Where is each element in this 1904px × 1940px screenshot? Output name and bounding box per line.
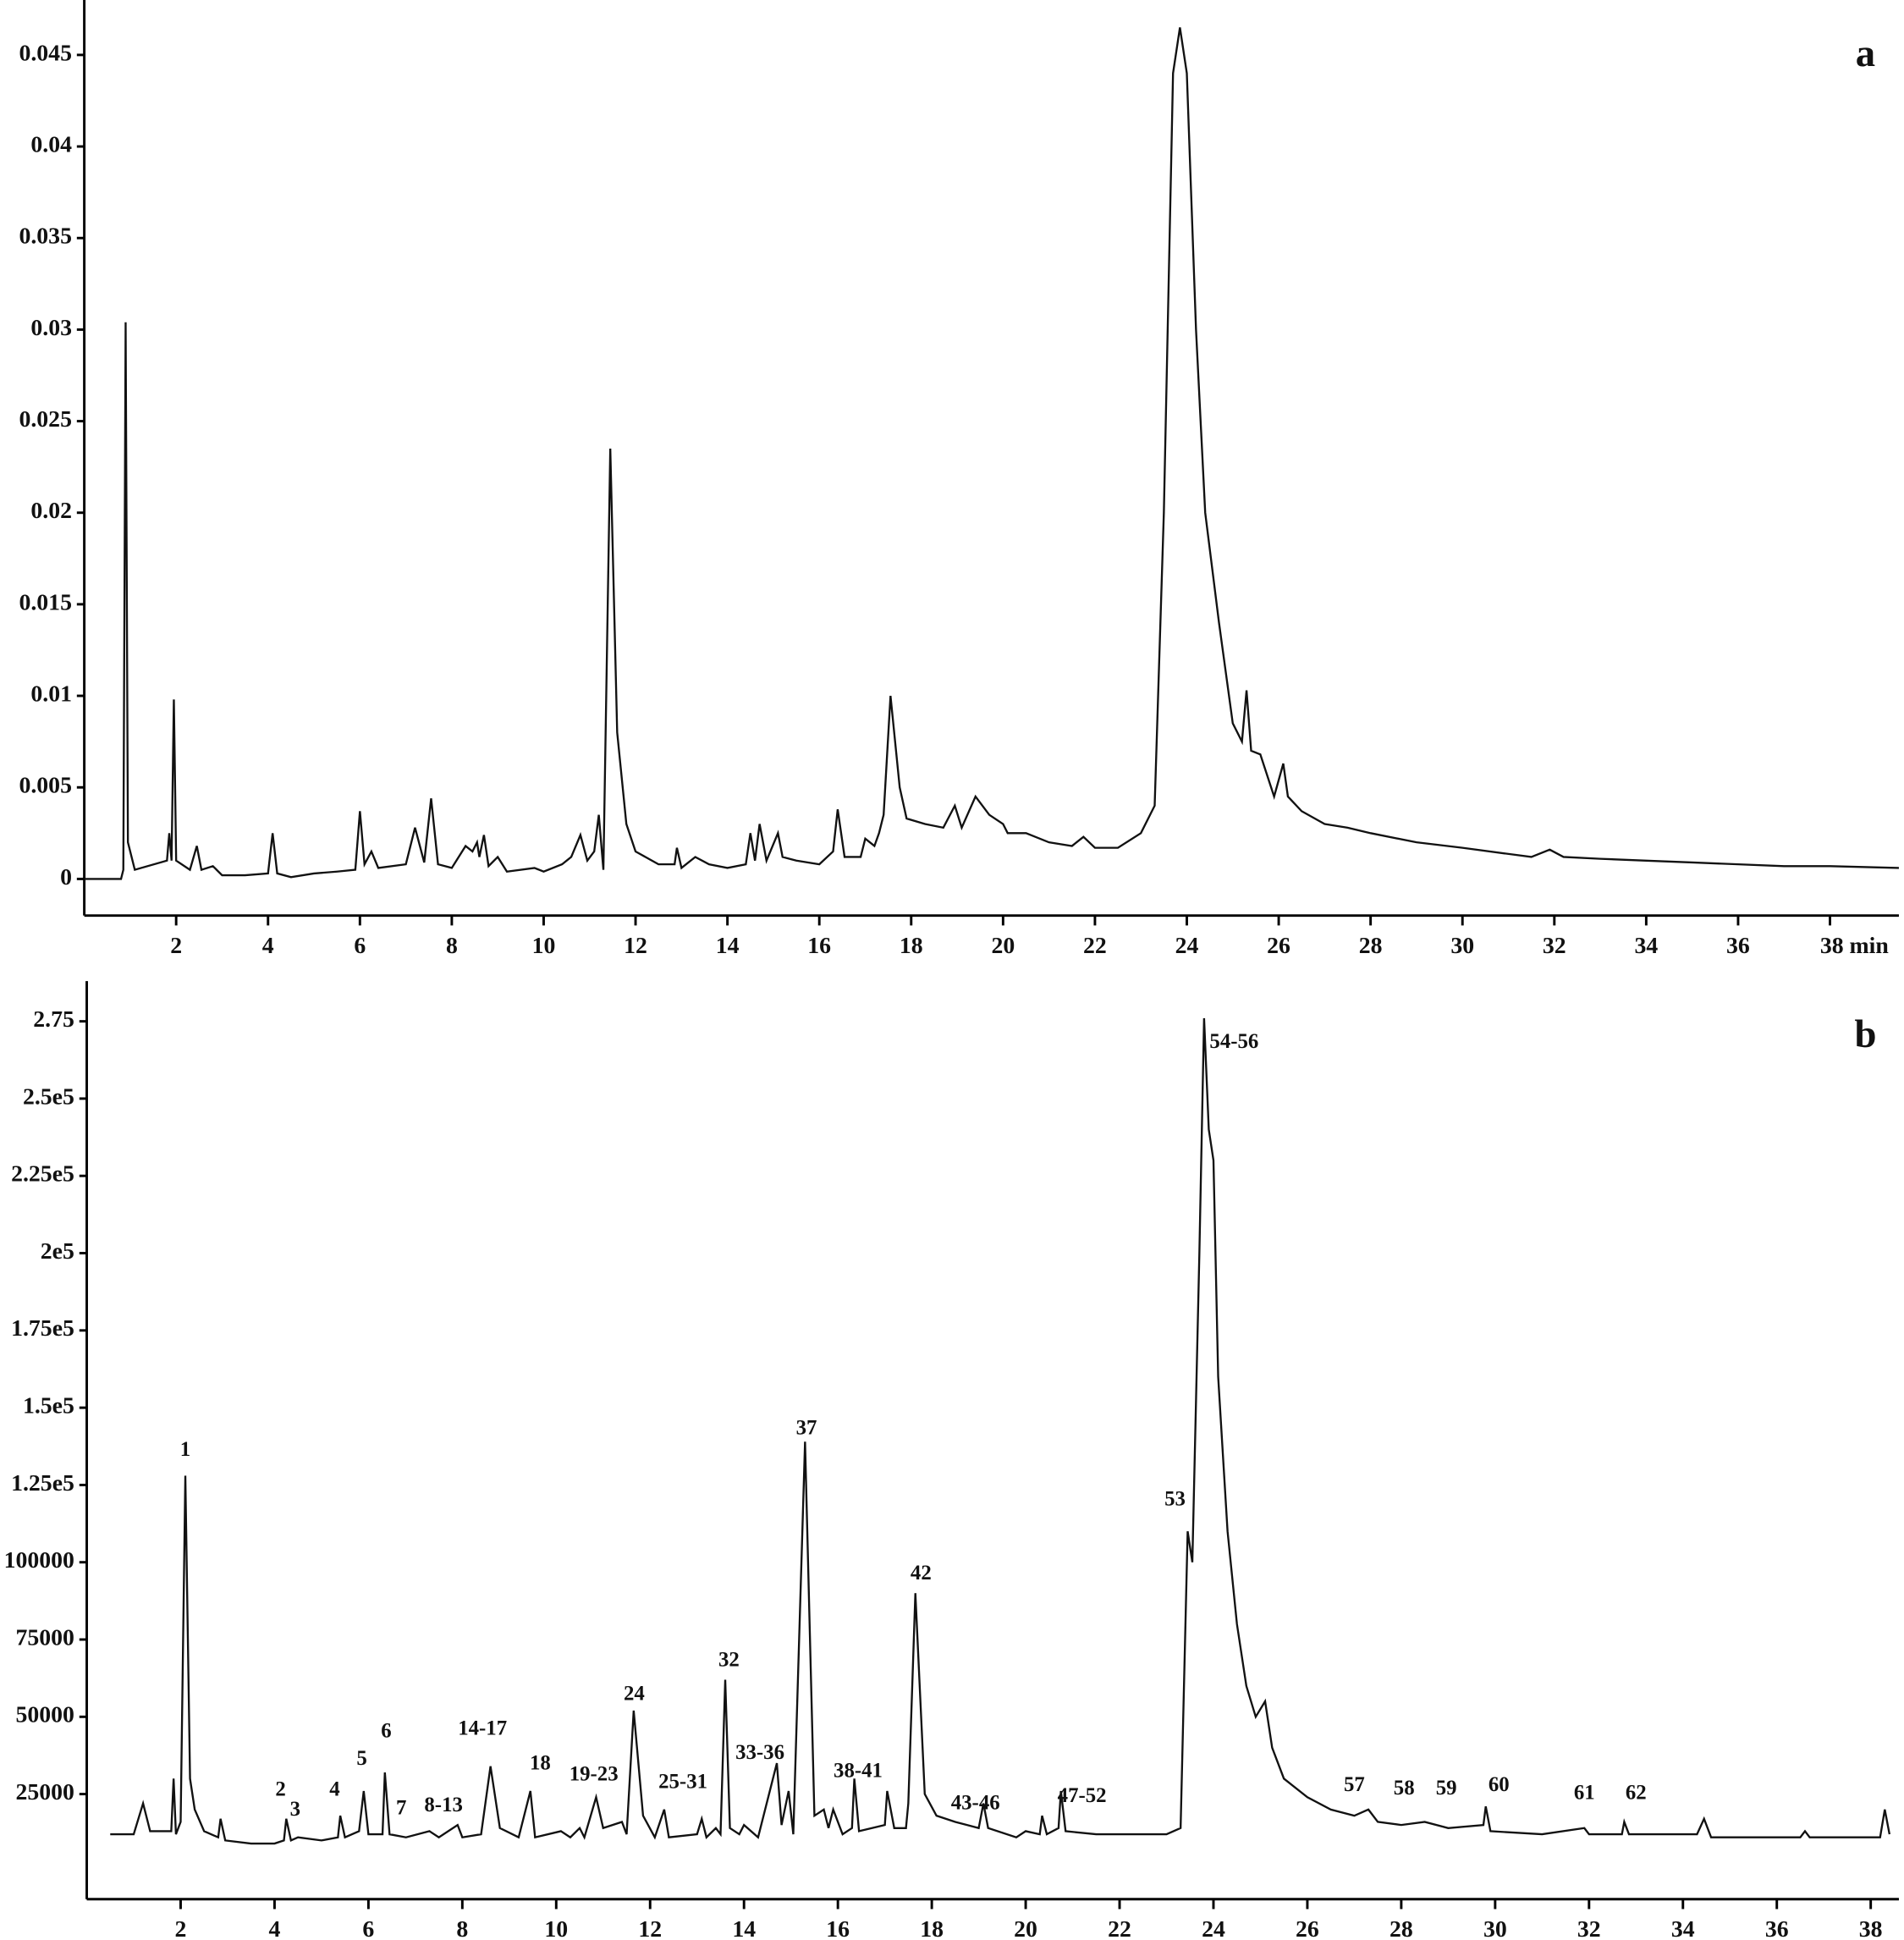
peak-label: 14-17 (458, 1717, 507, 1740)
x-tick-label: 18 (920, 1916, 944, 1940)
peak-label: 37 (796, 1416, 817, 1439)
y-tick-label: 0.015 (19, 589, 71, 615)
y-tick-label: 1.5e5 (23, 1392, 74, 1419)
y-tick-label: 25000 (15, 1779, 74, 1805)
x-tick-label: 4 (262, 933, 274, 959)
peak-label: 3 (290, 1798, 300, 1821)
x-tick-label: 26 (1296, 1916, 1319, 1940)
y-tick-label: 0.005 (19, 773, 71, 799)
y-tick-label: 2.75 (33, 1006, 74, 1033)
x-tick-label: 8 (446, 933, 458, 959)
x-tick-label: 32 (1577, 1916, 1601, 1940)
x-tick-label: 28 (1389, 1916, 1413, 1940)
y-tick-label: 2.5e5 (23, 1083, 74, 1110)
peak-label: 19-23 (570, 1762, 619, 1785)
trace (110, 1017, 1891, 1845)
x-tick-label: 6 (354, 933, 366, 959)
y-tick-label: 0 (60, 864, 72, 890)
x-tick-label: 8 (456, 1916, 468, 1940)
peak-label: 62 (1626, 1781, 1647, 1804)
x-tick-label: 38 min (1820, 933, 1890, 959)
y-tick-label: 100000 (4, 1547, 74, 1573)
peak-label: 6 (381, 1719, 391, 1742)
x-tick-label: 16 (826, 1916, 850, 1940)
x-tick-label: 10 (532, 933, 556, 959)
peak-label: 57 (1344, 1773, 1365, 1796)
y-tick-label: 0.01 (30, 681, 72, 707)
x-tick-label: 34 (1634, 933, 1658, 959)
peak-label: 5 (356, 1747, 366, 1770)
x-tick-label: 30 (1483, 1916, 1507, 1940)
y-tick-label: 1.75e5 (11, 1315, 74, 1342)
x-tick-label: 36 (1765, 1916, 1789, 1940)
y-tick-label: 0.025 (19, 406, 71, 433)
x-tick-label: 36 (1726, 933, 1750, 959)
x-tick-label: 38 (1859, 1916, 1883, 1940)
peak-label: 1 (180, 1438, 190, 1461)
x-tick-label: 20 (1014, 1916, 1037, 1940)
peak-label: 4 (329, 1778, 339, 1801)
x-tick-label: 16 (807, 933, 831, 959)
x-tick-label: 24 (1202, 1916, 1225, 1940)
y-tick-label: 2.25e5 (11, 1161, 74, 1188)
x-tick-label: 12 (624, 933, 647, 959)
trace (84, 27, 1899, 880)
peak-label: 59 (1436, 1777, 1457, 1799)
y-tick-label: 50000 (15, 1702, 74, 1728)
x-tick-label: 34 (1671, 1916, 1695, 1940)
peak-label: 2 (275, 1778, 285, 1801)
x-tick-label: 2 (170, 933, 182, 959)
x-tick-label: 22 (1083, 933, 1107, 959)
peak-label: 53 (1164, 1487, 1186, 1510)
x-tick-label: 4 (268, 1916, 280, 1940)
y-tick-label: 1.25e5 (11, 1470, 74, 1496)
peak-label: 38-41 (834, 1760, 883, 1783)
x-tick-label: 2 (175, 1916, 187, 1940)
x-tick-label: 14 (732, 1916, 756, 1940)
y-tick-label: 75000 (15, 1624, 74, 1651)
peak-label: 8-13 (424, 1794, 463, 1816)
x-tick-label: 10 (544, 1916, 568, 1940)
peak-label: 18 (530, 1752, 551, 1775)
peak-label: 25-31 (658, 1771, 707, 1794)
x-tick-label: 24 (1175, 933, 1199, 959)
x-tick-label: 28 (1359, 933, 1383, 959)
peak-label: 42 (911, 1562, 932, 1585)
peak-label: 32 (718, 1648, 740, 1671)
x-tick-label: 18 (900, 933, 923, 959)
peak-label: 47-52 (1058, 1784, 1107, 1807)
peak-label: 60 (1489, 1773, 1510, 1796)
x-tick-label: 14 (716, 933, 740, 959)
y-tick-label: 2e5 (41, 1238, 74, 1265)
x-tick-label: 12 (638, 1916, 662, 1940)
x-tick-label: 20 (991, 933, 1015, 959)
y-tick-label: 0.035 (19, 223, 71, 250)
panel-letter: a (1856, 31, 1875, 75)
y-tick-label: 0.04 (30, 131, 72, 157)
x-tick-label: 26 (1267, 933, 1290, 959)
peak-label: 7 (396, 1797, 406, 1820)
y-tick-label: 0.03 (30, 315, 72, 341)
y-tick-label: 0.045 (19, 40, 71, 66)
y-tick-label: 0.02 (30, 498, 72, 524)
peak-label: 58 (1394, 1777, 1415, 1799)
peak-label: 43-46 (951, 1792, 1000, 1815)
peak-label: 61 (1574, 1781, 1595, 1804)
x-tick-label: 30 (1450, 933, 1474, 959)
peak-label: 24 (624, 1682, 645, 1705)
x-tick-label: 22 (1108, 1916, 1131, 1940)
x-tick-label: 6 (362, 1916, 374, 1940)
x-tick-label: 32 (1543, 933, 1566, 959)
peak-label: 54-56 (1209, 1030, 1258, 1053)
peak-label: 33-36 (735, 1741, 784, 1764)
panel-letter: b (1854, 1012, 1876, 1056)
